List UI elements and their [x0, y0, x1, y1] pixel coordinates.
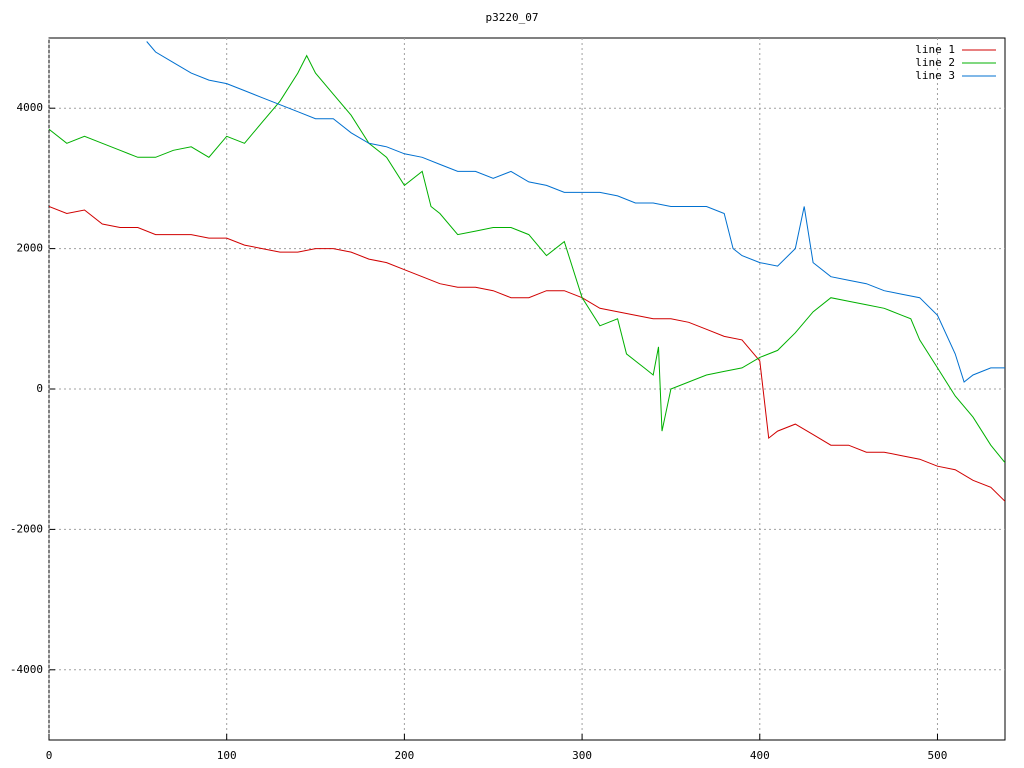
legend-label: line 1 [915, 43, 955, 56]
x-tick-label: 200 [394, 749, 414, 762]
plot-frame [48, 37, 1006, 741]
y-tick-label: 0 [36, 382, 43, 395]
plot-area [49, 41, 1005, 502]
legend-label: line 3 [915, 69, 955, 82]
y-tick-label: 4000 [17, 101, 44, 114]
data-line [146, 41, 1005, 383]
data-line [49, 206, 1005, 502]
data-line [49, 54, 1005, 464]
x-tick-label: 300 [572, 749, 592, 762]
y-tick-label: 2000 [17, 242, 44, 255]
x-tick-label: 500 [928, 749, 948, 762]
x-tick-label: 0 [46, 749, 53, 762]
y-tick-label: -2000 [10, 522, 43, 535]
x-tick-label: 400 [750, 749, 770, 762]
chart-title: p3220_07 [486, 11, 539, 24]
legend-label: line 2 [915, 56, 955, 69]
x-tick-label: 100 [217, 749, 237, 762]
y-tick-label: -4000 [10, 663, 43, 676]
